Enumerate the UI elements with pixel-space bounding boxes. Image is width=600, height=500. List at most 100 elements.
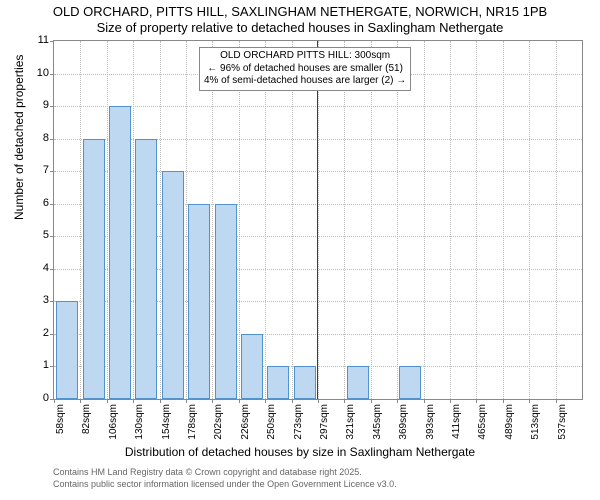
- xtick-mark: [318, 399, 319, 403]
- xtick-mark: [371, 399, 372, 403]
- x-axis-label: Distribution of detached houses by size …: [0, 445, 600, 459]
- gridline-v: [476, 41, 477, 399]
- ytick-mark: [50, 139, 54, 140]
- xtick-mark: [54, 399, 55, 403]
- xtick-mark: [450, 399, 451, 403]
- title-line2: Size of property relative to detached ho…: [0, 20, 600, 35]
- gridline-v: [450, 41, 451, 399]
- footnote-licence: Contains public sector information licen…: [53, 479, 397, 489]
- gridline-v: [344, 41, 345, 399]
- ytick-mark: [50, 74, 54, 75]
- ytick-mark: [50, 41, 54, 42]
- histogram-bar: [215, 204, 237, 399]
- xtick-mark: [424, 399, 425, 403]
- gridline-v: [371, 41, 372, 399]
- xtick-label: 273sqm: [293, 404, 304, 444]
- xtick-label: 465sqm: [477, 404, 488, 444]
- ytick-label: 8: [19, 132, 49, 144]
- gridline-v: [107, 41, 108, 399]
- xtick-mark: [476, 399, 477, 403]
- gridline-v: [318, 41, 319, 399]
- xtick-mark: [107, 399, 108, 403]
- histogram-bar: [347, 366, 369, 399]
- xtick-label: 130sqm: [134, 404, 145, 444]
- xtick-mark: [344, 399, 345, 403]
- xtick-mark: [292, 399, 293, 403]
- ytick-mark: [50, 236, 54, 237]
- title-line1: OLD ORCHARD, PITTS HILL, SAXLINGHAM NETH…: [0, 4, 600, 19]
- ytick-mark: [50, 366, 54, 367]
- histogram-bar: [162, 171, 184, 399]
- ytick-label: 11: [19, 34, 49, 46]
- ytick-label: 5: [19, 229, 49, 241]
- xtick-label: 226sqm: [240, 404, 251, 444]
- gridline-v: [212, 41, 213, 399]
- annotation-line3: 4% of semi-detached houses are larger (2…: [204, 75, 406, 88]
- xtick-mark: [503, 399, 504, 403]
- annotation-line1: OLD ORCHARD PITTS HILL: 300sqm: [204, 50, 406, 63]
- histogram-bar: [135, 139, 157, 399]
- xtick-mark: [80, 399, 81, 403]
- histogram-bar: [267, 366, 289, 399]
- annotation-line2: ← 96% of detached houses are smaller (51…: [204, 63, 406, 76]
- ytick-label: 0: [19, 392, 49, 404]
- chart-plot-area: OLD ORCHARD PITTS HILL: 300sqm← 96% of d…: [53, 40, 583, 400]
- gridline-v: [133, 41, 134, 399]
- xtick-label: 411sqm: [451, 404, 462, 444]
- xtick-label: 513sqm: [530, 404, 541, 444]
- xtick-mark: [239, 399, 240, 403]
- histogram-bar: [294, 366, 316, 399]
- xtick-label: 489sqm: [504, 404, 515, 444]
- xtick-label: 82sqm: [81, 404, 92, 444]
- xtick-mark: [160, 399, 161, 403]
- histogram-bar: [56, 301, 78, 399]
- histogram-bar: [109, 106, 131, 399]
- xtick-label: 297sqm: [319, 404, 330, 444]
- gridline-v: [529, 41, 530, 399]
- ytick-mark: [50, 301, 54, 302]
- xtick-mark: [212, 399, 213, 403]
- gridline-v: [503, 41, 504, 399]
- ytick-label: 1: [19, 359, 49, 371]
- ytick-label: 3: [19, 294, 49, 306]
- gridline-v: [292, 41, 293, 399]
- gridline-v: [265, 41, 266, 399]
- property-marker-line: [317, 41, 318, 399]
- gridline-v: [186, 41, 187, 399]
- xtick-label: 250sqm: [266, 404, 277, 444]
- histogram-bar: [83, 139, 105, 399]
- footnote-registry: Contains HM Land Registry data © Crown c…: [53, 467, 362, 477]
- xtick-label: 537sqm: [557, 404, 568, 444]
- gridline-v: [397, 41, 398, 399]
- ytick-mark: [50, 106, 54, 107]
- gridline-v: [556, 41, 557, 399]
- xtick-label: 345sqm: [372, 404, 383, 444]
- ytick-label: 2: [19, 327, 49, 339]
- ytick-mark: [50, 269, 54, 270]
- xtick-label: 202sqm: [213, 404, 224, 444]
- ytick-label: 10: [19, 67, 49, 79]
- annotation-box: OLD ORCHARD PITTS HILL: 300sqm← 96% of d…: [199, 47, 411, 91]
- xtick-label: 178sqm: [187, 404, 198, 444]
- xtick-mark: [265, 399, 266, 403]
- histogram-bar: [241, 334, 263, 399]
- ytick-label: 7: [19, 164, 49, 176]
- ytick-label: 4: [19, 262, 49, 274]
- histogram-bar: [188, 204, 210, 399]
- xtick-label: 369sqm: [398, 404, 409, 444]
- xtick-mark: [186, 399, 187, 403]
- xtick-mark: [529, 399, 530, 403]
- xtick-label: 321sqm: [345, 404, 356, 444]
- histogram-bar: [399, 366, 421, 399]
- xtick-label: 154sqm: [161, 404, 172, 444]
- gridline-v: [80, 41, 81, 399]
- ytick-label: 9: [19, 99, 49, 111]
- xtick-mark: [556, 399, 557, 403]
- ytick-mark: [50, 334, 54, 335]
- gridline-v: [160, 41, 161, 399]
- gridline-v: [239, 41, 240, 399]
- ytick-label: 6: [19, 197, 49, 209]
- ytick-mark: [50, 171, 54, 172]
- xtick-label: 58sqm: [55, 404, 66, 444]
- ytick-mark: [50, 204, 54, 205]
